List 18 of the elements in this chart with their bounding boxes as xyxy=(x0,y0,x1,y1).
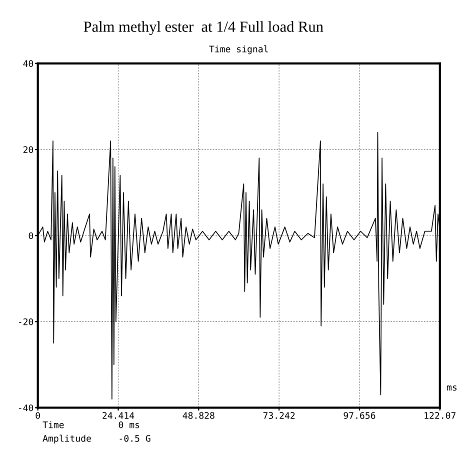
y-tick-label: -40 xyxy=(18,404,34,412)
y-tick-label: 40 xyxy=(23,60,34,67)
text: -0.5 G xyxy=(120,434,150,442)
y-tick-label: -20 xyxy=(18,318,34,326)
chart-title: Palm methyl ester at 1/4 Full load Run xyxy=(84,21,324,36)
y-tick-label: 20 xyxy=(23,146,34,154)
chart-subtitle: Time signal xyxy=(209,45,268,54)
x-axis-title: ms xyxy=(446,385,456,391)
x-tick-label: 97.656 xyxy=(344,412,376,419)
x-tick-label: 24.414 xyxy=(102,412,134,419)
x-tick-label: 73.242 xyxy=(263,412,295,419)
text: Amplitude xyxy=(42,434,91,444)
text: 0 ms xyxy=(118,421,140,428)
x-tick-label: 122.07 xyxy=(424,412,456,419)
x-tick-label: 48.828 xyxy=(182,412,214,419)
y-tick-label: 0 xyxy=(28,232,34,240)
text: Time xyxy=(42,421,64,428)
x-tick-label: 0 xyxy=(36,412,40,419)
